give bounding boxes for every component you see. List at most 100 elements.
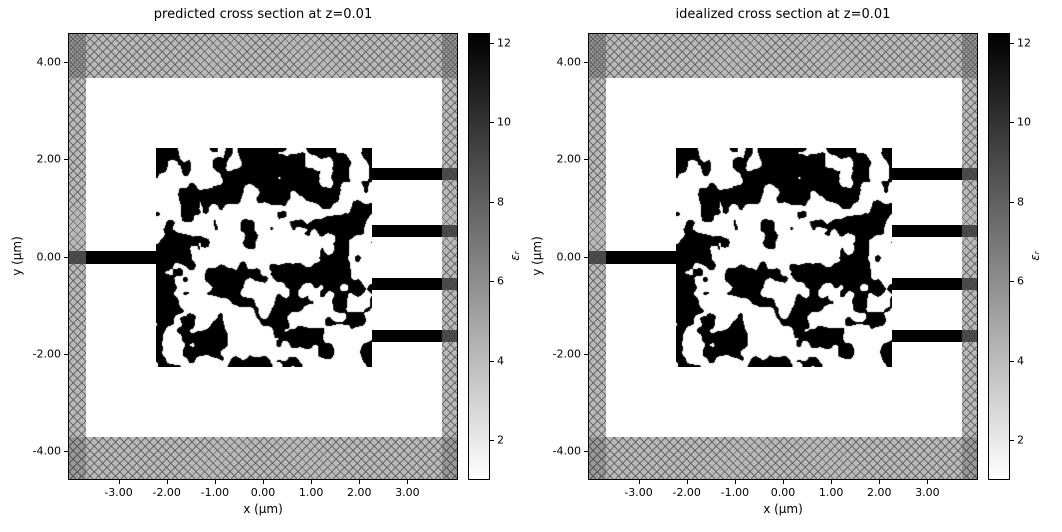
y-tick-label: 4.00	[36, 55, 62, 69]
colorbar-tick-label: 10	[1017, 115, 1031, 129]
colorbar-label: εᵣ	[1028, 251, 1042, 261]
x-tick-mark	[686, 480, 688, 484]
x-tick-label: -2.00	[152, 486, 181, 499]
y-tick-mark	[584, 62, 588, 64]
colorbar-tick-label: 2	[1017, 433, 1024, 447]
colorbar-tick-label: 12	[1017, 36, 1031, 50]
y-tick-mark	[64, 159, 68, 161]
colorbar-tick-label: 8	[497, 195, 504, 209]
design-region-canvas	[675, 148, 893, 367]
colorbar-tick-label: 12	[497, 36, 511, 50]
colorbar-tick-mark	[490, 281, 494, 283]
y-tick-mark	[584, 256, 588, 258]
x-tick-mark	[783, 480, 784, 484]
x-tick-mark	[927, 480, 929, 484]
colorbar-tick-label: 8	[1017, 195, 1024, 209]
x-tick-label: 0.00	[770, 486, 796, 499]
waveguide	[69, 251, 156, 264]
waveguide	[892, 278, 977, 291]
x-tick-label: -1.00	[200, 486, 230, 499]
x-tick-mark	[831, 480, 833, 484]
y-tick-mark	[584, 159, 588, 161]
y-tick-label: 4.00	[556, 55, 582, 69]
pml-region	[589, 34, 606, 479]
colorbar-tick-mark	[1010, 201, 1014, 203]
x-tick-mark	[311, 480, 313, 484]
plot-area	[588, 33, 978, 480]
colorbar-tick-mark	[1010, 42, 1014, 44]
x-tick-label: 1.00	[298, 486, 324, 499]
pml-region	[962, 34, 977, 479]
x-tick-label: 3.00	[915, 486, 940, 499]
colorbar-tick-label: 10	[497, 115, 511, 129]
subplot-predicted: predicted cross section at z=0.01 y (μm)…	[10, 7, 522, 516]
y-tick-mark	[584, 450, 588, 452]
x-tick-mark	[638, 480, 640, 484]
colorbar-tick-mark	[490, 360, 494, 362]
x-tick-label: 2.00	[867, 486, 892, 499]
x-axis-label: x (μm)	[763, 502, 803, 516]
x-tick-mark	[879, 480, 881, 484]
y-tick-label: 0.00	[556, 250, 582, 263]
y-tick-label: -4.00	[32, 444, 61, 458]
waveguide	[892, 167, 977, 180]
colorbar-tick-mark	[490, 42, 494, 44]
waveguide	[892, 224, 977, 237]
colorbar-tick-label: 2	[497, 433, 504, 447]
waveguide	[589, 251, 676, 264]
waveguide	[372, 167, 457, 180]
subplot-idealized: idealized cross section at z=0.01 y (μm)…	[520, 0, 1062, 532]
waveguide	[892, 330, 977, 343]
x-tick-mark	[407, 480, 409, 484]
colorbar-tick-mark	[490, 122, 494, 124]
x-tick-mark	[118, 480, 120, 484]
x-tick-label: 0.00	[250, 486, 276, 499]
colorbar-tick-mark	[1010, 281, 1014, 283]
x-axis-label: x (μm)	[243, 502, 283, 516]
y-tick-label: -4.00	[552, 444, 581, 458]
waveguide	[372, 330, 457, 343]
x-tick-label: -1.00	[720, 486, 750, 499]
colorbar-tick-label: 4	[497, 354, 504, 368]
x-tick-label: -3.00	[104, 486, 133, 499]
y-tick-mark	[584, 353, 588, 355]
colorbar	[988, 33, 1010, 480]
y-tick-label: -2.00	[32, 347, 61, 361]
plot-area	[68, 33, 458, 480]
y-tick-mark	[64, 450, 68, 452]
colorbar-tick-mark	[490, 440, 494, 442]
x-tick-mark	[166, 480, 168, 484]
pml-region	[69, 437, 457, 479]
y-tick-label: 2.00	[556, 152, 582, 166]
pml-region	[589, 34, 977, 78]
pml-region	[442, 34, 457, 479]
y-tick-label: 0.00	[36, 250, 62, 263]
colorbar	[468, 33, 490, 480]
pml-region	[69, 34, 86, 479]
waveguide	[372, 224, 457, 237]
x-tick-label: 3.00	[395, 486, 420, 499]
x-tick-mark	[359, 480, 361, 484]
colorbar-tick-mark	[1010, 440, 1014, 442]
pml-region	[69, 34, 457, 78]
colorbar-tick-mark	[490, 201, 494, 203]
x-tick-mark	[214, 480, 216, 484]
y-tick-label: -2.00	[552, 347, 581, 361]
y-tick-mark	[64, 256, 68, 258]
x-tick-label: 1.00	[818, 486, 844, 499]
colorbar-tick-label: 6	[1017, 274, 1024, 288]
x-tick-label: 2.00	[347, 486, 372, 499]
pml-region	[589, 437, 977, 479]
x-tick-label: -3.00	[624, 486, 653, 499]
colorbar-tick-mark	[1010, 122, 1014, 124]
x-tick-mark	[263, 480, 264, 484]
y-tick-mark	[64, 62, 68, 64]
panel-title: predicted cross section at z=0.01	[153, 7, 373, 22]
waveguide	[372, 278, 457, 291]
colorbar-tick-label: 4	[1017, 354, 1024, 368]
colorbar-tick-mark	[1010, 360, 1014, 362]
x-tick-label: -2.00	[672, 486, 701, 499]
y-tick-mark	[64, 353, 68, 355]
y-tick-label: 2.00	[36, 152, 62, 166]
panel-title: idealized cross section at z=0.01	[675, 7, 891, 22]
